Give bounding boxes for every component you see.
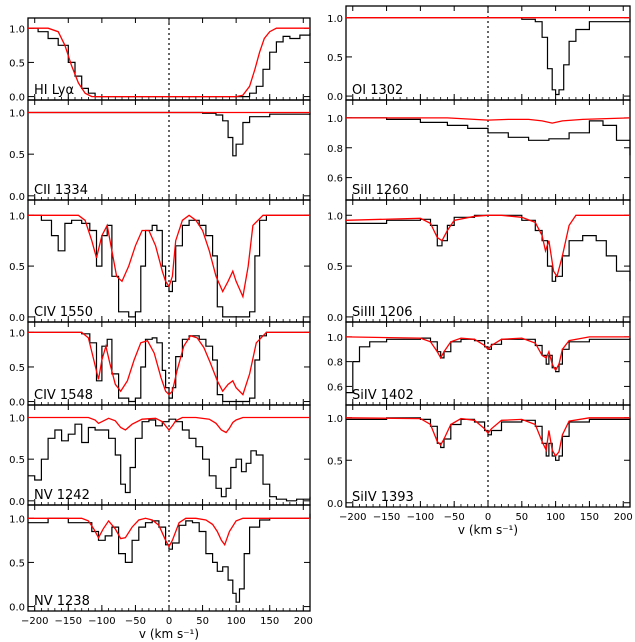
y-tick-label: 0.0 xyxy=(9,603,25,614)
model-series xyxy=(28,517,310,548)
x-tick-label: −200 xyxy=(21,616,48,627)
panel-0: 0.0 0.5 1.0 HI Lyα xyxy=(9,17,311,104)
panel-title: CIV 1550 xyxy=(34,305,93,320)
x-tick-label: 200 xyxy=(294,616,313,627)
y-tick-label: 1.0 xyxy=(9,328,25,339)
data-series xyxy=(28,331,310,403)
y-tick-label: 0.5 xyxy=(9,58,25,69)
panel-10: 0.0 0.5 1.0 NV 1238 −200 −150 −100 −50 0 50 100 150… xyxy=(9,504,313,641)
panel-title: SiIV 1393 xyxy=(352,490,414,505)
x-tick-label: −200 xyxy=(339,512,366,523)
y-tick-label: 0.0 xyxy=(9,93,25,104)
y-tick-label: 0.0 xyxy=(327,92,343,103)
data-series xyxy=(346,417,631,461)
x-tick-label: 150 xyxy=(580,512,599,523)
data-series xyxy=(28,111,311,157)
x-axis-label: v (km s⁻¹) xyxy=(458,523,518,537)
panel-title: SiIV 1402 xyxy=(352,388,414,403)
panel-9: 0.0 0.5 1.0 SiIV 1393 −200 −150 −100 −50 0 50 100 1… xyxy=(327,404,633,537)
x-tick-label: −50 xyxy=(125,616,146,627)
y-tick-label: 0.5 xyxy=(9,150,25,161)
y-tick-label: 0.5 xyxy=(327,262,343,273)
x-tick-label: −100 xyxy=(88,616,115,627)
y-tick-label: 0.0 xyxy=(9,313,25,324)
panel-8: 0.0 0.5 1.0 NV 1242 xyxy=(9,404,311,508)
panel-title: CII 1334 xyxy=(34,183,88,198)
model-series xyxy=(345,336,630,372)
y-tick-label: 0.5 xyxy=(9,455,25,466)
panel-title: NV 1242 xyxy=(34,488,90,503)
y-tick-label: 1.0 xyxy=(9,24,25,35)
y-tick-label: 0.0 xyxy=(9,497,25,508)
x-tick-label: 150 xyxy=(260,616,279,627)
y-tick-label: 0.0 xyxy=(327,499,343,510)
y-tick-label: 0.5 xyxy=(9,558,25,569)
y-tick-label: 1.0 xyxy=(327,414,343,425)
panel-title: HI Lyα xyxy=(34,83,74,98)
y-tick-label: 0.8 xyxy=(327,358,343,369)
panel-title: NV 1238 xyxy=(34,594,90,609)
data-series xyxy=(346,214,631,282)
y-tick-label: 0.0 xyxy=(327,313,343,324)
x-tick-label: 100 xyxy=(227,616,246,627)
y-tick-label: 1.0 xyxy=(327,211,343,222)
panel-3: 0.6 0.8 1.0 SiII 1260 xyxy=(327,99,631,201)
y-tick-label: 0.5 xyxy=(9,262,25,273)
panel-5: 0.0 0.5 1.0 SiIII 1206 xyxy=(327,199,631,324)
data-series xyxy=(28,513,311,603)
panel-6: 0.0 0.5 1.0 CIV 1548 xyxy=(9,321,311,409)
y-tick-label: 1.0 xyxy=(9,414,25,425)
x-tick-label: 50 xyxy=(515,512,528,523)
panel-title: SiII 1260 xyxy=(352,183,409,198)
y-tick-label: 1.0 xyxy=(327,114,343,125)
x-tick-label: −150 xyxy=(373,512,400,523)
y-tick-label: 0.6 xyxy=(327,382,343,393)
panel-4: 0.0 0.5 1.0 CIV 1550 xyxy=(9,199,311,324)
y-tick-label: 0.5 xyxy=(327,456,343,467)
y-tick-label: 0.8 xyxy=(327,144,343,155)
data-series xyxy=(346,117,631,156)
y-tick-label: 1.0 xyxy=(9,211,25,222)
x-tick-label: −100 xyxy=(407,512,434,523)
panel-title: SiIII 1206 xyxy=(352,305,413,320)
y-tick-label: 0.6 xyxy=(327,174,343,185)
x-tick-label: 50 xyxy=(196,616,209,627)
data-series xyxy=(28,214,310,318)
panel-title: CIV 1548 xyxy=(34,388,93,403)
panel-title: OI 1302 xyxy=(352,83,403,98)
model-series xyxy=(345,214,630,278)
x-tick-label: 100 xyxy=(546,512,565,523)
x-tick-label: 200 xyxy=(614,512,633,523)
y-tick-label: 1.0 xyxy=(327,14,343,25)
x-tick-label: 0 xyxy=(485,512,491,523)
x-axis-label: v (km s⁻¹) xyxy=(139,627,199,641)
x-tick-label: −150 xyxy=(55,616,82,627)
model-series xyxy=(28,416,310,434)
model-series xyxy=(346,117,631,124)
panel-7: 0.6 0.8 1.0 SiIV 1402 xyxy=(327,321,631,406)
model-series xyxy=(28,331,310,396)
model-series xyxy=(345,417,630,458)
y-tick-label: 0.5 xyxy=(327,53,343,64)
y-tick-label: 1.0 xyxy=(327,333,343,344)
data-series xyxy=(28,418,311,502)
y-tick-label: 1.0 xyxy=(9,514,25,525)
x-tick-label: −50 xyxy=(444,512,465,523)
y-tick-label: 0.5 xyxy=(9,363,25,374)
model-series xyxy=(28,27,310,98)
y-tick-label: 0.0 xyxy=(9,398,25,409)
data-series xyxy=(346,337,631,394)
y-tick-label: 1.0 xyxy=(9,109,25,120)
model-series xyxy=(28,214,310,299)
panel-1: 0.0 0.5 1.0 OI 1302 xyxy=(327,5,631,103)
x-tick-label: 0 xyxy=(166,616,172,627)
panel-2: 0.0 0.5 1.0 CII 1334 xyxy=(9,99,311,203)
y-tick-label: 0.0 xyxy=(9,192,25,203)
